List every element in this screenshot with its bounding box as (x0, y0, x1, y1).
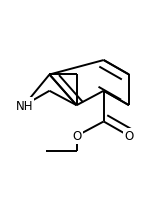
Text: NH: NH (15, 99, 33, 112)
Text: O: O (124, 130, 134, 143)
Text: O: O (72, 130, 81, 143)
